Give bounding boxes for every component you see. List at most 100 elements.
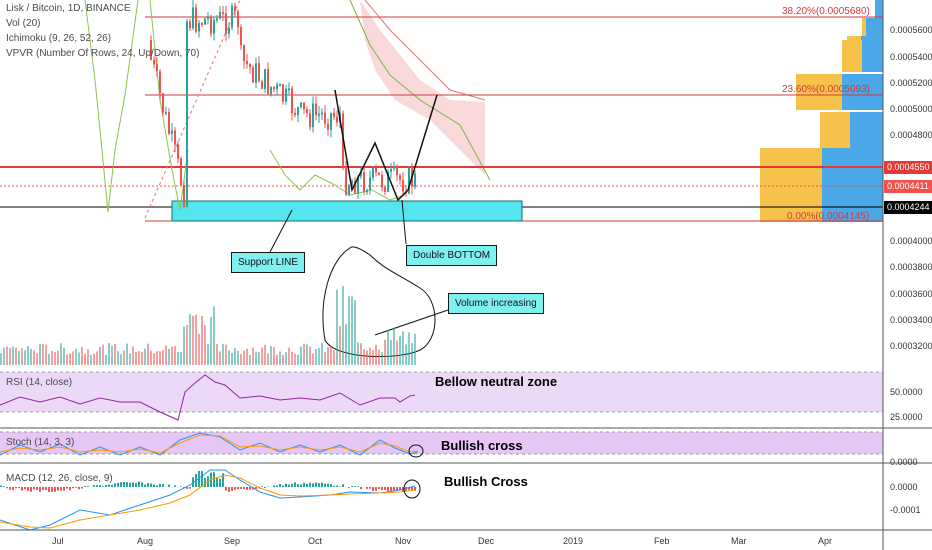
macd-histogram-bar <box>42 487 44 490</box>
double-bottom-callout[interactable]: Double BOTTOM <box>406 245 498 266</box>
volume-bar <box>357 342 359 365</box>
candle-body <box>306 109 308 114</box>
volume-bar <box>219 351 221 365</box>
stoch-title[interactable]: Stoch (14, 3, 3) <box>6 437 75 448</box>
callout-pointer-double <box>401 199 407 245</box>
macd-histogram-bar <box>39 487 41 492</box>
candle-body <box>324 112 326 124</box>
volume-bar <box>66 354 68 365</box>
candle-body <box>369 177 371 190</box>
macd-histogram-bar <box>162 484 164 487</box>
volume-bar <box>144 348 146 365</box>
indicator-ichimoku[interactable]: Ichimoku (9, 26, 52, 26) <box>6 33 112 44</box>
volume-bar <box>9 347 11 365</box>
candle-body <box>396 165 398 176</box>
macd-histogram-bar <box>399 487 401 490</box>
candle-body <box>246 60 248 65</box>
candle-body <box>174 130 176 145</box>
volume-bar <box>216 343 218 365</box>
volume-bar <box>336 289 338 365</box>
macd-histogram-bar <box>213 472 215 487</box>
volume-bar <box>189 313 191 365</box>
macd-histogram-bar <box>33 487 35 490</box>
candle-body <box>213 19 215 34</box>
macd-histogram-bar <box>27 487 29 491</box>
candle-body <box>243 45 245 61</box>
candle-body <box>309 113 311 128</box>
volume-bar <box>324 352 326 365</box>
macd-histogram-bar <box>105 484 107 487</box>
volume-bar <box>204 325 206 365</box>
candle-body <box>303 102 305 110</box>
ichimoku-conversion-line <box>269 149 406 201</box>
volume-bar <box>174 346 176 365</box>
volume-bar <box>129 353 131 365</box>
volume-bar <box>93 353 95 365</box>
volume-bar <box>414 333 416 365</box>
price-candles <box>150 0 416 209</box>
support-line-callout[interactable]: Support LINE <box>231 252 306 273</box>
candle-body <box>348 185 350 195</box>
volume-bar <box>339 326 341 365</box>
volume-bar <box>24 350 26 365</box>
candle-body <box>312 103 314 128</box>
macd-histogram-bar <box>291 483 293 487</box>
macd-tick: -0.0001 <box>890 505 921 515</box>
volume-bar <box>384 339 386 365</box>
price-tick: 0.0005200 <box>890 78 932 88</box>
volume-bar <box>147 343 149 365</box>
macd-histogram-bar <box>138 481 140 487</box>
volume-bar <box>303 343 305 365</box>
volume-bar <box>123 350 125 365</box>
stoch-k-line <box>0 432 419 456</box>
volume-bar <box>273 347 275 365</box>
macd-histogram-bar <box>96 485 98 487</box>
macd-histogram-bar <box>120 482 122 487</box>
volume-bar <box>201 316 203 365</box>
macd-histogram-bar <box>384 487 386 491</box>
candle-body <box>378 172 380 175</box>
macd-histogram-bar <box>282 485 284 487</box>
volume-bar <box>213 306 215 365</box>
macd-histogram-bar <box>249 487 251 490</box>
macd-note: Bullish Cross <box>444 474 528 489</box>
volume-increasing-callout[interactable]: Volume increasing <box>448 293 544 314</box>
time-tick: Sep <box>224 536 241 546</box>
volume-bar <box>138 351 140 365</box>
rsi-title[interactable]: RSI (14, close) <box>6 377 73 388</box>
macd-histogram-bar <box>255 487 257 489</box>
candle-body <box>210 17 212 34</box>
volume-bar <box>405 344 407 365</box>
indicator-volume[interactable]: Vol (20) <box>6 18 41 29</box>
volume-bar <box>282 354 284 365</box>
callout-pointer-support <box>269 209 293 253</box>
candle-body <box>336 116 338 123</box>
candle-body <box>222 12 224 15</box>
candle-body <box>327 123 329 130</box>
macd-histogram-bar <box>303 482 305 487</box>
indicator-vpvr[interactable]: VPVR (Number Of Rows, 24, Up/Down, 70) <box>6 48 200 59</box>
volume-bar <box>207 344 209 365</box>
macd-histogram-bar <box>150 483 152 487</box>
volume-bar <box>45 344 47 365</box>
price-tag-resistance: 0.0004550 <box>884 161 932 174</box>
volume-bar <box>228 350 230 365</box>
volume-circle <box>322 246 436 357</box>
macd-histogram-bar <box>12 487 14 491</box>
volume-bar <box>42 343 44 365</box>
rsi-line <box>0 374 416 421</box>
volume-bar <box>36 353 38 365</box>
vpvr-bar <box>850 112 883 148</box>
candle-body <box>354 180 356 194</box>
volume-bar <box>399 335 401 365</box>
candle-body <box>150 40 152 60</box>
volume-bar <box>120 354 122 365</box>
macd-histogram-bar <box>222 473 224 487</box>
macd-histogram-bar <box>87 486 89 487</box>
volume-bar <box>183 326 185 365</box>
macd-histogram-bar <box>396 487 398 491</box>
volume-bar <box>60 343 62 365</box>
macd-title[interactable]: MACD (12, 26, close, 9) <box>6 473 113 484</box>
